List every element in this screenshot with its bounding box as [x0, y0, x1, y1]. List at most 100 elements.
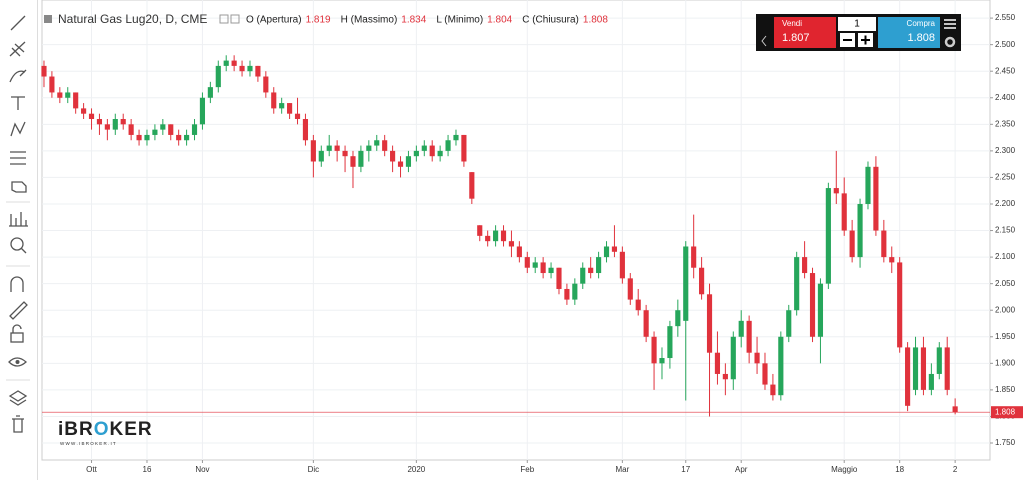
tool-magnet[interactable]: [10, 276, 24, 292]
candle-body: [778, 336, 784, 396]
tool-measure[interactable]: [10, 151, 26, 165]
candle-body: [437, 150, 443, 157]
candle-body: [905, 347, 911, 406]
ohlc-value: 1.804: [487, 15, 512, 26]
buy-price: 1.808: [907, 32, 935, 44]
y-tick-label: 2.000: [995, 305, 1016, 314]
x-tick-label: Feb: [520, 465, 534, 474]
candle-body: [659, 358, 665, 364]
candle-body: [294, 113, 301, 120]
candle-body: [184, 134, 190, 141]
tool-zoom[interactable]: [10, 237, 24, 251]
tool-lock[interactable]: [10, 332, 24, 343]
candle-body: [873, 166, 879, 231]
logo-url: W W W . I B R O K E R . I T: [60, 441, 116, 446]
candle-body: [762, 363, 768, 385]
candle-body: [508, 241, 515, 247]
candle-body: [176, 134, 182, 141]
candle-body: [849, 230, 855, 258]
candle-body: [374, 140, 380, 146]
candle-body: [65, 92, 71, 98]
candle-body: [675, 310, 681, 327]
candle-body: [49, 76, 55, 93]
candle-body: [833, 188, 839, 194]
sell-button[interactable]: [774, 17, 836, 48]
candle-body: [405, 156, 412, 167]
candle-body: [413, 150, 419, 157]
tool-zoom-handle: [20, 247, 27, 254]
tool-indicators[interactable]: [9, 212, 28, 227]
tool-pattern[interactable]: [10, 121, 26, 137]
candle-body: [588, 267, 594, 274]
candle-body: [160, 124, 166, 130]
candle-body: [516, 246, 522, 258]
tool-trash[interactable]: [12, 415, 24, 433]
candle-body: [271, 92, 277, 109]
x-tick-label: 2020: [407, 465, 425, 474]
buy-button[interactable]: [878, 17, 940, 48]
x-tick-label: 2: [953, 465, 958, 474]
ohlc-value: 1.819: [306, 15, 331, 26]
header-icon[interactable]: [219, 14, 229, 24]
tool-hand[interactable]: [11, 181, 27, 193]
plus-icon: [861, 35, 870, 45]
ohlc-label: O (Apertura): [246, 15, 302, 26]
candle-body: [421, 145, 427, 151]
candle-body: [397, 161, 404, 167]
candle-body: [809, 273, 816, 337]
candle-body: [580, 267, 586, 284]
x-tick-label: Maggio: [831, 465, 858, 474]
ohlc-label: H (Massimo): [341, 15, 398, 26]
y-tick-label: 1.850: [995, 385, 1016, 394]
candle-body: [469, 172, 475, 199]
candle-body: [81, 108, 87, 114]
tool-eye[interactable]: [8, 357, 27, 367]
candle-body: [104, 124, 110, 130]
logo: iBROKER: [58, 419, 153, 440]
candle-body: [207, 87, 213, 98]
candle-body: [310, 140, 316, 162]
candle-body: [651, 336, 657, 364]
candle-body: [611, 246, 618, 252]
ohlc-value: 1.834: [401, 15, 426, 26]
header-icon[interactable]: [230, 14, 240, 24]
candle-body: [746, 320, 752, 353]
x-tick-label: Dic: [308, 465, 320, 474]
settings-icon[interactable]: [944, 36, 956, 48]
candle-body: [350, 156, 356, 167]
y-tick-label: 2.050: [995, 279, 1016, 288]
quantity-box[interactable]: [838, 17, 876, 31]
candle-body: [532, 262, 538, 268]
x-tick-label: Ott: [86, 465, 97, 474]
tool-fib[interactable]: [9, 41, 26, 57]
candle-body: [802, 257, 808, 274]
candle-body: [429, 145, 435, 157]
candle-body: [334, 145, 340, 151]
candle-body: [603, 246, 610, 258]
candle-body: [706, 294, 713, 353]
ohlc-label: L (Minimo): [436, 15, 483, 26]
candle-body: [920, 347, 927, 390]
y-tick-label: 2.200: [995, 199, 1016, 208]
candle-body: [841, 193, 847, 231]
y-tick-label: 2.300: [995, 146, 1016, 155]
candle-body: [912, 347, 919, 390]
candle-body: [825, 188, 831, 284]
candle-body: [889, 257, 895, 263]
candle-body: [366, 145, 372, 151]
y-tick-label: 1.900: [995, 358, 1016, 367]
tool-text[interactable]: [11, 96, 25, 110]
tool-brush[interactable]: [9, 69, 27, 83]
candle-body: [382, 140, 388, 151]
ohlc-value: 1.808: [583, 15, 608, 26]
tool-lock-drawings[interactable]: [9, 301, 28, 320]
candle-body: [667, 326, 673, 359]
tool-layers[interactable]: [8, 390, 28, 406]
candle-body: [754, 352, 760, 364]
tool-line[interactable]: [10, 15, 26, 31]
ohlc-legend: O (Apertura) 1.819 H (Massimo) 1.834 L (Mini…: [246, 15, 608, 26]
candle-body: [136, 134, 142, 141]
menu-icon[interactable]: [944, 19, 956, 29]
collapse-icon[interactable]: [761, 35, 767, 47]
